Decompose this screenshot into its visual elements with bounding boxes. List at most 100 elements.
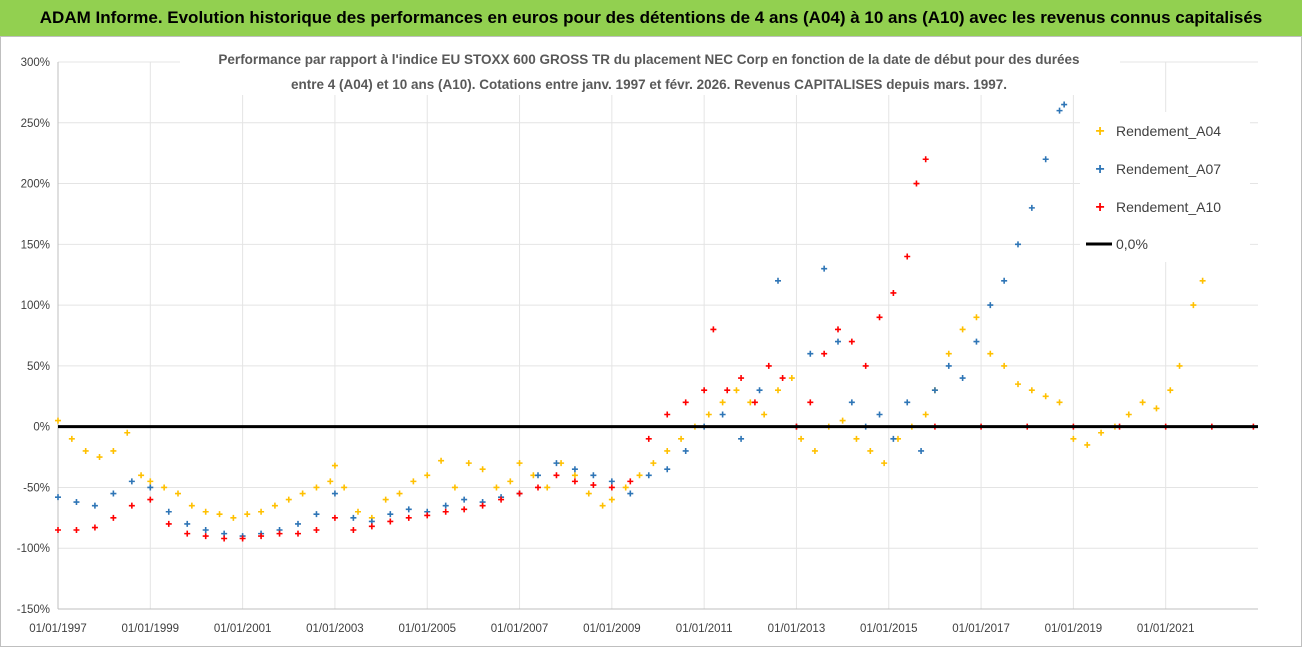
point-rendement-a04 — [1167, 387, 1174, 394]
point-rendement-a07 — [590, 472, 597, 479]
point-rendement-a07 — [350, 514, 357, 521]
point-rendement-a04 — [1042, 393, 1049, 400]
point-rendement-a04 — [853, 435, 860, 442]
point-rendement-a04 — [382, 496, 389, 503]
point-rendement-a07 — [876, 411, 883, 418]
point-rendement-a07 — [571, 466, 578, 473]
point-rendement-a04 — [678, 435, 685, 442]
y-tick-label: 0% — [33, 422, 50, 434]
point-rendement-a04 — [1190, 302, 1197, 309]
point-rendement-a07 — [987, 302, 994, 309]
point-rendement-a04 — [775, 387, 781, 394]
point-rendement-a04 — [1098, 429, 1105, 436]
point-rendement-a10 — [110, 514, 117, 521]
point-rendement-a04 — [1199, 277, 1206, 284]
point-rendement-a07 — [807, 350, 814, 357]
legend-marker-a04: + — [1095, 123, 1104, 140]
point-rendement-a10 — [701, 387, 708, 394]
point-rendement-a10 — [91, 524, 98, 531]
point-rendement-a10 — [461, 506, 468, 513]
point-rendement-a10 — [221, 535, 228, 542]
point-rendement-a04 — [585, 490, 592, 497]
point-rendement-a07 — [848, 399, 855, 406]
point-rendement-a04 — [839, 417, 846, 424]
x-tick-label: 01/01/2021 — [1137, 623, 1195, 635]
y-tick-labels: -150% -100% -50% 0% 50% 100% 150% 200% 250% 300% — [17, 57, 50, 616]
point-rendement-a07 — [1001, 277, 1008, 284]
point-rendement-a10 — [331, 514, 338, 521]
legend-background — [1080, 112, 1250, 262]
point-rendement-a04 — [410, 478, 417, 485]
point-rendement-a10 — [590, 482, 597, 489]
point-rendement-a04 — [188, 502, 195, 509]
point-rendement-a10 — [751, 399, 758, 406]
point-rendement-a04 — [175, 490, 181, 497]
point-rendement-a10 — [405, 514, 412, 521]
point-rendement-a04 — [867, 447, 874, 454]
point-rendement-a07 — [890, 435, 897, 442]
point-rendement-a07 — [331, 490, 338, 497]
point-rendement-a04 — [1084, 441, 1091, 448]
point-rendement-a04 — [331, 462, 338, 469]
point-rendement-a07 — [405, 506, 412, 513]
legend-label-a10: Rendement_A10 — [1116, 199, 1221, 215]
report-title: ADAM Informe. Evolution historique des p… — [39, 8, 1263, 27]
point-rendement-a07 — [904, 399, 911, 406]
point-rendement-a07 — [313, 511, 320, 518]
legend-label-a04: Rendement_A04 — [1116, 123, 1221, 139]
point-rendement-a04 — [973, 314, 980, 321]
point-rendement-a04 — [544, 484, 551, 491]
point-rendement-a04 — [341, 484, 348, 491]
x-tick-labels: 01/01/1997 01/01/1999 01/01/2001 01/01/2003… — [29, 623, 1194, 635]
legend-marker-a07: + — [1095, 161, 1104, 178]
point-rendement-a07 — [147, 484, 154, 491]
point-rendement-a07 — [1056, 107, 1063, 114]
point-rendement-a04 — [571, 472, 578, 479]
point-rendement-a04 — [451, 484, 458, 491]
point-rendement-a10 — [904, 253, 911, 260]
point-rendement-a10 — [553, 472, 560, 479]
y-tick-label: 250% — [21, 118, 50, 130]
point-rendement-a04 — [608, 496, 615, 503]
x-tick-label: 01/01/1997 — [29, 623, 87, 635]
point-rendement-a10 — [295, 530, 301, 537]
point-rendement-a07 — [821, 265, 828, 272]
point-rendement-a10 — [913, 180, 920, 187]
point-rendement-a10 — [239, 535, 246, 542]
point-rendement-a07 — [165, 508, 172, 515]
point-rendement-a04 — [516, 460, 523, 467]
y-tick-label: -100% — [17, 543, 50, 555]
y-tick-label: 300% — [21, 57, 50, 69]
point-rendement-a04 — [438, 457, 445, 464]
point-rendement-a04 — [922, 411, 929, 418]
point-rendement-a04 — [285, 496, 292, 503]
point-rendement-a04 — [798, 435, 805, 442]
point-rendement-a07 — [461, 496, 468, 503]
point-rendement-a04 — [424, 472, 431, 479]
x-tick-label: 01/01/2013 — [768, 623, 826, 635]
point-rendement-a07 — [387, 511, 394, 518]
point-rendement-a04 — [299, 490, 306, 497]
point-rendement-a10 — [276, 530, 283, 537]
point-rendement-a10 — [442, 508, 449, 515]
point-rendement-a10 — [313, 526, 320, 533]
point-rendement-a04 — [1001, 362, 1008, 369]
point-rendement-a10 — [608, 484, 615, 491]
point-rendement-a07 — [184, 520, 191, 527]
point-rendement-a07 — [128, 478, 135, 485]
point-rendement-a10 — [202, 533, 209, 540]
point-rendement-a10 — [645, 435, 652, 442]
point-rendement-a04 — [147, 478, 154, 485]
point-rendement-a07 — [645, 472, 652, 479]
point-rendement-a04 — [881, 460, 888, 467]
legend: + Rendement_A04 + Rendement_A07 + Rendem… — [1080, 112, 1250, 262]
point-rendement-a07 — [756, 387, 763, 394]
x-tick-label: 01/01/2007 — [491, 623, 549, 635]
point-rendement-a04 — [1070, 435, 1077, 442]
point-rendement-a04 — [1176, 362, 1183, 369]
point-rendement-a07 — [959, 375, 966, 382]
point-rendement-a07 — [295, 520, 301, 527]
x-tick-label: 01/01/2015 — [860, 623, 918, 635]
point-rendement-a04 — [110, 447, 117, 454]
point-rendement-a04 — [599, 502, 606, 509]
